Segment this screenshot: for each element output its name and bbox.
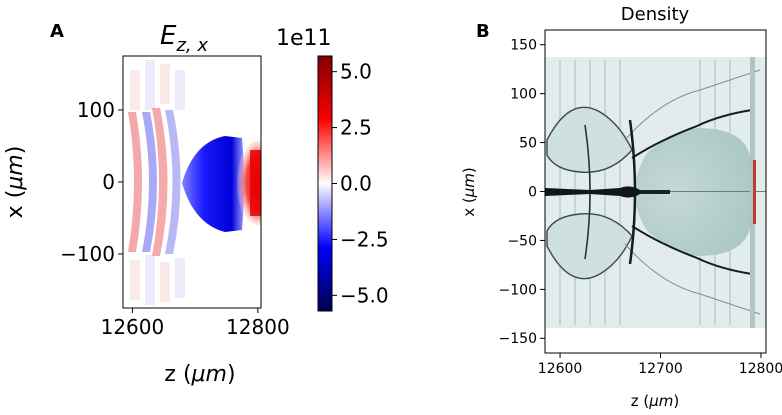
panel-b-ylabel: x (μm) bbox=[460, 167, 478, 217]
panel-b-heatmap bbox=[545, 30, 766, 353]
colorbar-tick-label: 2.5 bbox=[340, 116, 372, 140]
colorbar-ticks: 5.0 2.5 0.0 −2.5 −5.0 bbox=[332, 60, 389, 307]
panel-a-arc-neg-1 bbox=[142, 112, 157, 252]
colorbar bbox=[317, 55, 333, 312]
panel-a-xlabel: z (μm) bbox=[164, 362, 235, 387]
x-tick-label: 12800 bbox=[739, 361, 782, 377]
panel-b-xlabel: z (μm) bbox=[631, 392, 680, 410]
colorbar-tick-label: 0.0 bbox=[340, 172, 372, 196]
colorbar-tick-label: −5.0 bbox=[340, 283, 389, 307]
panel-label-b: B bbox=[476, 21, 490, 42]
panel-b-shock-core bbox=[753, 160, 756, 224]
panel-b-sheath-upper bbox=[624, 69, 761, 141]
panel-b-rear-cell-upper bbox=[546, 106, 633, 174]
x-tick-label: 12800 bbox=[226, 315, 290, 339]
panel-a-positive-core bbox=[250, 150, 261, 216]
colorbar-tick-label: −2.5 bbox=[340, 227, 389, 251]
panel-a-heatmap bbox=[123, 56, 261, 308]
panel-b-title: Density bbox=[621, 4, 690, 25]
x-tick-label: 12600 bbox=[101, 315, 165, 339]
y-tick-label: −50 bbox=[507, 233, 537, 249]
x-tick-label: 12600 bbox=[538, 361, 583, 377]
panel-b-bubble-edge-upper bbox=[631, 109, 753, 159]
colorbar-tick-label: 5.0 bbox=[340, 60, 372, 84]
panel-a-ylabel: x (μm) bbox=[3, 146, 28, 219]
panel-label-a: A bbox=[50, 21, 64, 42]
y-tick-label: 100 bbox=[77, 98, 115, 122]
y-tick-label: −150 bbox=[499, 331, 537, 347]
panel-a-negative-lobe bbox=[182, 136, 244, 232]
panel-a-axes: 12600 12800 100 0 −100 bbox=[60, 98, 290, 339]
y-tick-label: 100 bbox=[510, 87, 537, 103]
panel-b-injected-beam bbox=[545, 186, 668, 198]
panel-b-bubble-edge-lower bbox=[631, 225, 753, 275]
y-tick-label: 150 bbox=[510, 38, 537, 54]
x-tick-label: 12700 bbox=[638, 361, 683, 377]
panel-a-title: Ez, x bbox=[160, 21, 208, 56]
panel-b-sheath-lower bbox=[624, 243, 761, 315]
panel-b-shock-front bbox=[750, 57, 755, 328]
colorbar-offset-label: 1e11 bbox=[276, 26, 332, 51]
panel-a-arc-neg-2 bbox=[165, 110, 181, 254]
y-tick-label: −100 bbox=[60, 242, 115, 266]
panel-a-arc-pos-1 bbox=[128, 112, 142, 252]
panel-b-beam-tail bbox=[640, 190, 670, 194]
panel-a-faint-ripples bbox=[130, 60, 185, 305]
y-tick-label: 0 bbox=[528, 184, 537, 200]
panel-b-axes: 12600 12700 12800 150 100 50 0 −50 −100 −150 bbox=[499, 38, 782, 377]
y-tick-label: 50 bbox=[519, 135, 537, 151]
y-tick-label: 0 bbox=[102, 170, 115, 194]
panel-a-arc-pos-2 bbox=[152, 108, 168, 256]
y-tick-label: −100 bbox=[499, 282, 537, 298]
